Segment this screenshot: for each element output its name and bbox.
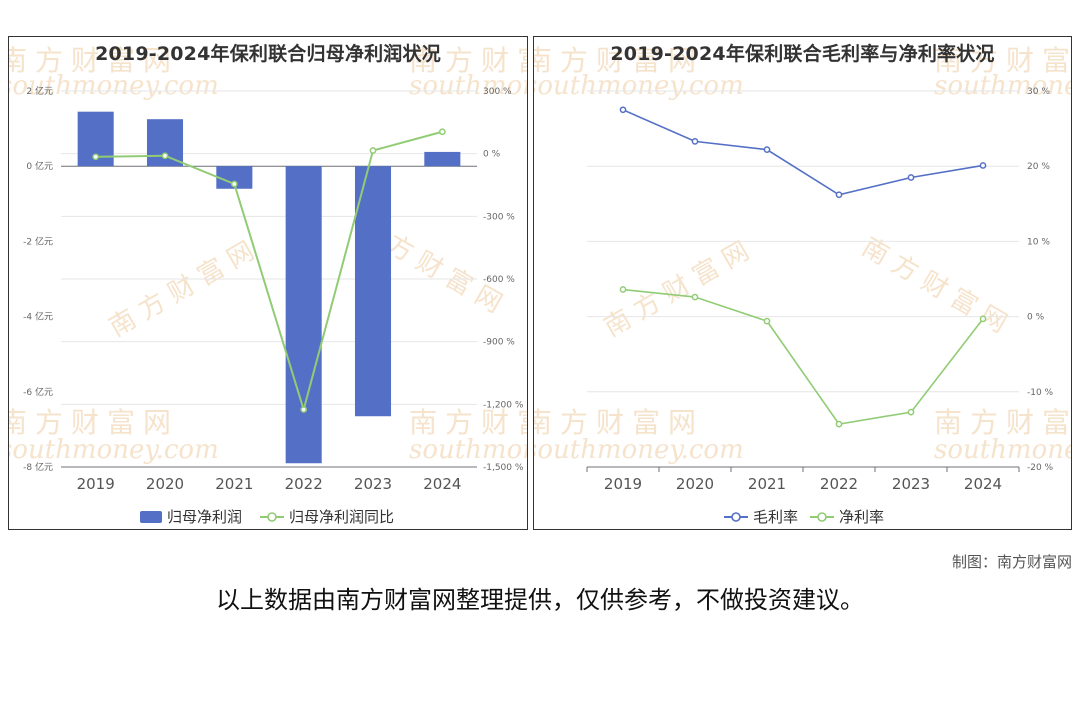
- x-tick-label: 2022: [285, 475, 323, 493]
- line-point-gross-margin: [835, 191, 843, 199]
- line-point-net-margin: [619, 286, 627, 293]
- line-point-yoy: [92, 153, 100, 161]
- bar-net-profit: [216, 166, 253, 189]
- x-tick-label: 2021: [748, 475, 786, 493]
- y-right-tick-label: -900 %: [483, 338, 515, 348]
- chart-title: 2019-2024年保利联合归母净利润状况: [95, 43, 441, 65]
- x-tick-label: 2022: [820, 475, 858, 493]
- chart-panel-margins: 南方财富网 southmoney.com 南方财富网 southmoney.co…: [533, 36, 1072, 530]
- legend-swatch-net-profit: [140, 511, 162, 523]
- chart-title: 2019-2024年保利联合毛利率与净利率状况: [610, 43, 995, 65]
- y-right-tick-label: -300 %: [483, 212, 515, 222]
- line-net-margin: [622, 288, 984, 426]
- bar-net-profit: [146, 119, 184, 167]
- line-point-yoy: [300, 406, 308, 413]
- x-tick-label: 2023: [354, 475, 392, 493]
- y-right-tick-label: 300 %: [483, 87, 512, 97]
- y-right-tick-label: -1,200 %: [483, 400, 524, 410]
- x-tick-label: 2020: [676, 475, 714, 493]
- line-point-yoy: [369, 147, 377, 154]
- line-point-net-margin: [691, 293, 699, 301]
- y-left-tick-label: -4 亿元: [23, 311, 53, 323]
- y-right-tick-label: 0 %: [483, 150, 501, 160]
- chart-plot-area: 30 % 20 % 10 % 0 % -10 % -20 % 2019 2020 2021 202…: [586, 87, 1054, 526]
- x-tick-label: 2024: [964, 475, 1002, 493]
- legend-swatch-net-margin-marker: [817, 512, 827, 522]
- y-right-tick-label: -10 %: [1027, 388, 1054, 398]
- line-point-net-margin: [979, 315, 987, 323]
- x-tick-label: 2024: [423, 475, 461, 493]
- line-point-gross-margin: [691, 138, 699, 145]
- legend-swatch-gross-margin-marker: [731, 512, 741, 522]
- y-left-tick-label: -6 亿元: [23, 386, 53, 398]
- y-left-tick-label: -8 亿元: [23, 461, 53, 473]
- x-tick-label: 2020: [146, 475, 184, 493]
- line-point-net-margin: [763, 317, 771, 325]
- legend-label: 归母净利润同比: [289, 508, 394, 526]
- y-right-tick-label: -1,500 %: [483, 463, 524, 473]
- y-left-tick-label: 2 亿元: [26, 85, 53, 97]
- disclaimer-text: 以上数据由南方财富网整理提供，仅供参考，不做投资建议。: [216, 586, 864, 614]
- line-gross-margin: [622, 109, 984, 196]
- line-point-gross-margin: [763, 146, 771, 154]
- line-point-gross-margin: [979, 162, 987, 169]
- x-tick-label: 2021: [215, 475, 253, 493]
- y-left-tick-label: 0 亿元: [26, 160, 53, 172]
- chart-credit: 制图：南方财富网: [951, 553, 1072, 571]
- y-right-tick-label: 20 %: [1027, 162, 1050, 172]
- y-right-tick-label: -20 %: [1027, 463, 1054, 473]
- line-point-gross-margin: [619, 106, 627, 114]
- line-point-net-margin: [835, 420, 843, 428]
- bar-net-profit: [424, 151, 461, 167]
- line-point-yoy: [161, 152, 169, 160]
- line-point-net-margin: [907, 408, 915, 416]
- line-point-yoy: [230, 180, 238, 188]
- line-yoy-growth: [95, 130, 443, 414]
- line-point-gross-margin: [907, 174, 915, 181]
- line-point-yoy: [438, 128, 446, 136]
- y-left-tick-label: -2 亿元: [23, 235, 53, 247]
- y-right-tick-label: -600 %: [483, 275, 515, 285]
- x-tick-label: 2019: [604, 475, 642, 493]
- bar-net-profit: [285, 166, 322, 464]
- bar-net-profit: [354, 166, 392, 417]
- legend-swatch-yoy-marker: [267, 512, 277, 522]
- legend-label: 归母净利润: [167, 508, 242, 526]
- legend-label: 净利率: [839, 508, 884, 526]
- chart-panel-net-profit: 南方财富网 southmoney.com 南方财富网 southmoney.co…: [8, 36, 528, 530]
- y-right-tick-label: 10 %: [1027, 237, 1050, 247]
- x-tick-label: 2019: [77, 475, 115, 493]
- y-right-tick-label: 30 %: [1027, 87, 1050, 97]
- chart-plot-area: 300 % 0 % -300 % -600 % -900 % -1,200 % -1,500…: [23, 85, 524, 526]
- y-right-tick-label: 0 %: [1027, 313, 1045, 323]
- x-tick-label: 2023: [892, 475, 930, 493]
- legend-label: 毛利率: [753, 508, 798, 526]
